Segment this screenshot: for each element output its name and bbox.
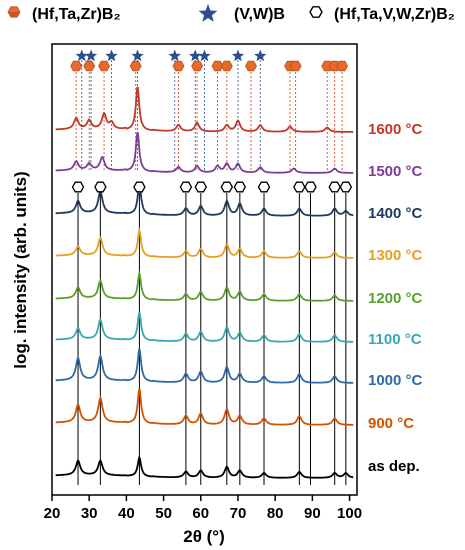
reference-markers: [70, 49, 353, 193]
hexagon-filled-marker: [336, 60, 349, 72]
y-axis-label: log. intensity (arb. units): [11, 171, 30, 368]
hexagon-filled-marker: [70, 60, 83, 72]
series-label: as dep.: [368, 458, 420, 475]
hexagon-filled-marker: [211, 60, 224, 72]
x-tick-label: 40: [118, 505, 135, 522]
star-marker: [168, 49, 181, 62]
x-tick-label: 30: [81, 505, 98, 522]
hexagon-open-marker: [71, 181, 85, 193]
legend-entry-hfta-zr-b2: (Hf,Ta,Zr)B₂: [7, 6, 121, 23]
hexagon-open-marker: [94, 181, 107, 193]
series-line: [55, 269, 354, 302]
series-line: [55, 226, 354, 259]
star-marker: [131, 49, 144, 62]
series-label: 1600 °C: [368, 121, 423, 138]
series-group: [55, 86, 354, 479]
legend-entry-vw-b: (V,W)B: [198, 4, 285, 23]
star-marker: [189, 49, 202, 62]
series-line: [55, 311, 354, 343]
hexagon-filled-marker: [220, 60, 233, 72]
series-line: [55, 454, 354, 479]
x-tick-label: 80: [267, 505, 284, 522]
legend-label: (Hf,Ta,V,W,Zr)B₂: [334, 6, 455, 23]
hexagon-filled-marker: [321, 60, 334, 72]
hexagon-open-marker: [293, 181, 306, 193]
star-icon: [198, 4, 218, 22]
hexagon-filled-marker: [289, 60, 302, 72]
x-tick-label: 50: [155, 505, 172, 522]
star-marker: [254, 49, 267, 62]
series-label: 1500 °C: [368, 163, 423, 180]
star-marker: [231, 49, 245, 62]
hexagon-filled-marker: [83, 60, 96, 72]
series-line: [55, 132, 354, 174]
hexagon-filled-marker: [328, 60, 341, 72]
star-marker: [84, 49, 98, 62]
x-axis: 20 30 40 50 60 70 80 90 100: [44, 495, 362, 522]
series-line: [55, 86, 354, 133]
legend-label: (V,W)B: [234, 6, 285, 23]
hexagon-open-icon: [309, 6, 323, 18]
hexagon-open-marker: [179, 181, 193, 193]
x-axis-label: 2θ (°): [183, 527, 225, 546]
series-label: 1200 °C: [368, 290, 423, 307]
series-label: 1400 °C: [368, 205, 423, 222]
hexagon-filled-marker: [129, 60, 142, 72]
series-label: 1100 °C: [368, 331, 422, 348]
series-label: 900 °C: [368, 415, 414, 432]
hexagon-open-marker: [194, 181, 208, 193]
hexagon-open-marker: [220, 181, 234, 193]
x-tick-label: 60: [192, 505, 209, 522]
hexagon-open-marker: [328, 181, 341, 193]
x-tick-label: 70: [230, 505, 247, 522]
series-line: [55, 183, 354, 217]
hexagon-filled-marker: [245, 60, 257, 72]
series-line: [55, 348, 354, 384]
series-line: [55, 388, 354, 426]
star-marker: [75, 49, 88, 62]
plot-frame: [51, 43, 358, 496]
hexagon-open-marker: [257, 181, 271, 193]
hexagon-open-marker: [133, 181, 146, 193]
hexagon-filled-marker: [191, 60, 204, 72]
x-tick-label: 100: [337, 505, 362, 522]
legend: (Hf,Ta,Zr)B₂ (V,W)B (Hf,Ta,V,W,Zr)B₂: [7, 4, 455, 23]
x-tick-label: 20: [44, 505, 61, 522]
hexagon-filled-icon: [7, 6, 21, 18]
hexagon-open-marker: [339, 181, 353, 193]
hexagon-open-marker: [233, 181, 247, 193]
legend-label: (Hf,Ta,Zr)B₂: [32, 6, 121, 23]
series-labels: 1600 °C 1500 °C 1400 °C 1300 °C 1200 °C 1100 …: [368, 121, 423, 475]
hexagon-open-marker: [304, 181, 317, 193]
hexagon-filled-marker: [98, 60, 111, 72]
legend-entry-hftavwzr-b2: (Hf,Ta,V,W,Zr)B₂: [309, 6, 455, 23]
star-marker: [198, 49, 211, 62]
series-label: 1300 °C: [368, 247, 423, 264]
hexagon-filled-marker: [172, 60, 185, 72]
star-marker: [105, 49, 118, 62]
x-tick-label: 90: [304, 505, 321, 522]
reference-lines: [75, 60, 347, 485]
series-label: 1000 °C: [368, 372, 423, 389]
